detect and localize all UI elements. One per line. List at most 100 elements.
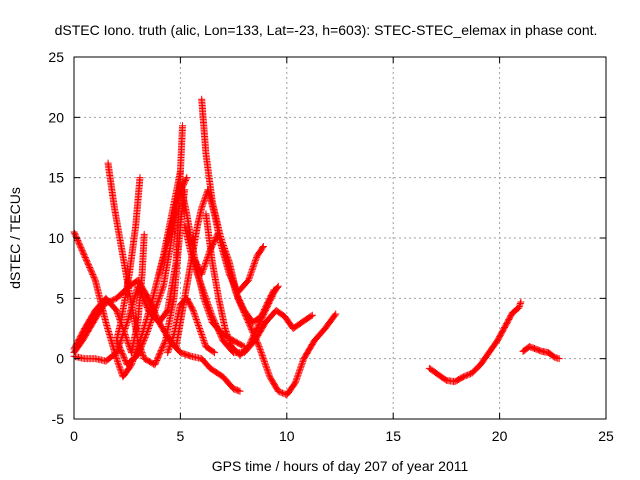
data-point [83, 258, 91, 266]
data-point [292, 376, 300, 384]
data-point [207, 315, 215, 323]
data-point [155, 352, 163, 360]
data-point [118, 323, 126, 331]
data-point [264, 367, 272, 375]
data-point [79, 249, 87, 257]
data-point [210, 349, 218, 357]
data-point [115, 312, 123, 320]
data-point [71, 231, 79, 239]
data-point [121, 355, 129, 363]
data-point [199, 199, 207, 207]
data-point [262, 362, 270, 370]
data-point [146, 320, 154, 328]
y-tick-label: -5 [52, 411, 65, 427]
data-point [76, 242, 84, 250]
data-point [148, 315, 156, 323]
x-tick-label: 5 [177, 428, 185, 444]
data-point [192, 315, 200, 323]
data-point [113, 306, 121, 314]
data-point [113, 356, 121, 364]
data-point [182, 175, 190, 183]
data-point [158, 285, 166, 293]
y-axis-ticks: -5 0 5 10 15 20 25 [48, 49, 606, 427]
data-point [144, 325, 152, 332]
x-tick-label: 10 [279, 428, 295, 444]
data-point [188, 305, 196, 313]
data-point [116, 317, 124, 325]
series-3 [104, 159, 189, 369]
data-point [204, 306, 212, 314]
data-point [155, 351, 163, 359]
data-point [114, 309, 122, 317]
data-point [159, 284, 167, 292]
data-point [139, 338, 147, 346]
data-point [110, 296, 118, 304]
data-point [116, 364, 124, 372]
chart-title: dSTEC Iono. truth (alic, Lon=133, Lat=-2… [55, 22, 598, 38]
data-point [138, 341, 146, 349]
data-point [157, 288, 165, 296]
data-point [154, 297, 162, 305]
data-point [198, 332, 206, 340]
data-point [250, 260, 258, 268]
data-point [206, 248, 214, 256]
data-point [77, 244, 85, 252]
y-tick-label: 0 [56, 351, 64, 367]
data-point [200, 296, 208, 304]
data-point [78, 246, 86, 254]
data-point [158, 287, 166, 295]
data-point [259, 242, 267, 250]
data-point [258, 352, 266, 360]
data-point [152, 302, 160, 310]
data-point [205, 249, 213, 257]
data-point [247, 269, 255, 277]
data-point [150, 309, 158, 317]
data-point [124, 338, 132, 346]
data-point [167, 338, 175, 346]
data-point [161, 338, 169, 346]
data-point [89, 272, 97, 280]
data-point [114, 359, 122, 367]
data-point [74, 238, 82, 246]
data-point [141, 299, 149, 307]
data-point [264, 368, 272, 376]
data-point [157, 290, 165, 298]
data-point [205, 251, 213, 259]
data-point [192, 314, 200, 322]
data-point [142, 301, 150, 309]
data-point [201, 260, 209, 268]
data-point [198, 331, 206, 339]
data-point [462, 372, 470, 380]
x-tick-label: 0 [70, 428, 78, 444]
x-axis-label: GPS time / hours of day 207 of year 2011 [212, 458, 469, 474]
data-point [194, 321, 202, 329]
data-point [153, 355, 161, 363]
data-point [255, 341, 263, 349]
y-axis-label: dSTEC / TECUs [7, 187, 23, 289]
data-point [246, 323, 254, 331]
data-point [465, 370, 473, 378]
data-point [200, 263, 208, 271]
data-point [308, 311, 316, 319]
data-point [86, 265, 94, 273]
data-point [205, 308, 213, 316]
data-point [200, 337, 208, 345]
data-point [256, 344, 264, 352]
data-point [119, 325, 127, 332]
data-point [142, 331, 150, 339]
data-point [113, 308, 121, 316]
data-point [251, 258, 259, 266]
data-point [142, 332, 150, 340]
data-point [256, 346, 264, 354]
data-point [189, 306, 197, 314]
data-point [202, 258, 210, 266]
data-point [247, 270, 255, 278]
data-point [226, 340, 234, 348]
data-point [119, 326, 127, 334]
data-point [299, 358, 307, 366]
x-axis-ticks: 0 5 10 15 20 25 [70, 57, 614, 444]
data-point [153, 356, 161, 364]
data-point [277, 388, 285, 396]
data-point [269, 287, 277, 295]
data-point [120, 354, 128, 362]
